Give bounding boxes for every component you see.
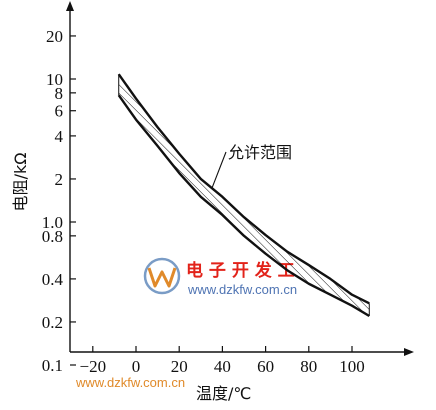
y-tick-label: 20 [46,27,63,46]
y-tick-label: 8 [55,84,64,103]
annotation-label: 允许范围 [228,143,292,162]
y-axis-arrow-icon [66,1,74,11]
y-tick-label: 0.1 [42,356,63,375]
x-tick-label: 100 [339,357,365,376]
watermark-logo-text: 电 子 开 发 工 [186,260,295,281]
x-axis-title: 温度/℃ [196,384,251,403]
x-tick-label: 20 [171,357,188,376]
annotation: 允许范围 [211,143,292,190]
y-tick-label: 10 [46,70,63,89]
y-tick-label: 0.2 [42,313,63,332]
x-ticks: −20 0 20 40 60 80 100 [80,346,365,376]
y-tick-label: 0.8 [42,227,63,246]
y-tick-label: 1.0 [42,213,63,232]
x-axis-arrow-icon [404,348,414,356]
lower-limit-line [117,94,370,318]
band-fill [118,74,370,317]
watermark: 电 子 开 发 工 www.dzkfw.com.cn [143,257,297,297]
y-tick-label: 0.4 [42,270,64,289]
x-tick-label: 40 [214,357,231,376]
watermark-url-center: www.dzkfw.com.cn [187,282,297,297]
annotation-leader [211,151,227,190]
tolerance-band [117,73,370,318]
y-axis-title: 电阻/kΩ [11,153,30,212]
x-tick-label: 80 [300,357,317,376]
watermark-url-bottom: www.dzkfw.com.cn [75,375,185,390]
x-tick-label: 0 [132,357,141,376]
upper-limit-line [117,73,370,305]
y-tick-label: 4 [55,127,64,146]
watermark-logo-icon [143,257,181,295]
y-tick-label: 6 [55,102,64,121]
x-tick-label: 60 [257,357,274,376]
y-tick-label: 2 [55,170,64,189]
x-tick-label: −20 [80,357,107,376]
